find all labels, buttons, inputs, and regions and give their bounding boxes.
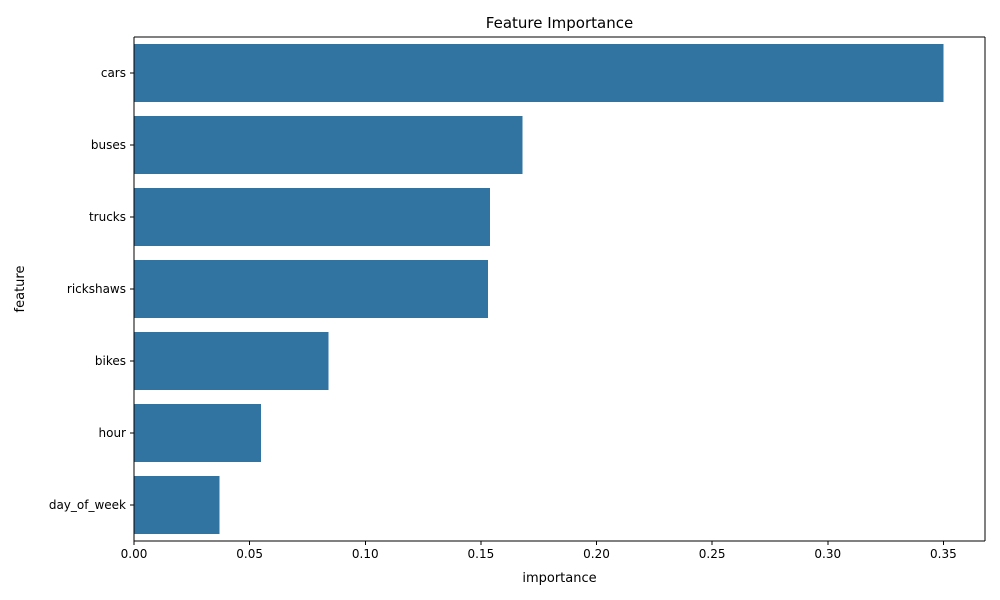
y-axis-ticks: cars buses trucks rickshaws bikes hour day_of_… [49,66,134,512]
x-tick-label-0.25: 0.25 [699,547,726,561]
bar-cars [134,44,944,102]
bar-rickshaws [134,260,488,318]
x-axis-label: importance [522,571,596,586]
bar-trucks [134,188,491,246]
x-axis-ticks: 0.00 0.05 0.10 0.15 0.20 0.25 0.30 0.35 [121,541,957,561]
x-tick-label-0.10: 0.10 [352,547,379,561]
chart-title: Feature Importance [486,14,633,32]
bar-day_of_week [134,476,220,534]
x-tick-label-0.35: 0.35 [930,547,957,561]
x-tick-label-0.05: 0.05 [236,547,263,561]
bar-hour [134,404,262,462]
y-tick-label-bikes: bikes [95,354,126,368]
x-tick-label-0.20: 0.20 [583,547,610,561]
y-axis-label: feature [13,266,28,313]
bar-bikes [134,332,329,390]
y-tick-label-trucks: trucks [89,210,126,224]
bar-buses [134,116,523,174]
y-tick-label-hour: hour [99,426,127,440]
bars-group [134,44,944,534]
y-tick-label-cars: cars [101,66,126,80]
x-tick-label-0.00: 0.00 [121,547,148,561]
x-tick-label-0.30: 0.30 [814,547,841,561]
y-tick-label-buses: buses [91,138,126,152]
y-tick-label-rickshaws: rickshaws [67,282,126,296]
x-tick-label-0.15: 0.15 [468,547,495,561]
y-tick-label-day_of_week: day_of_week [49,498,126,512]
